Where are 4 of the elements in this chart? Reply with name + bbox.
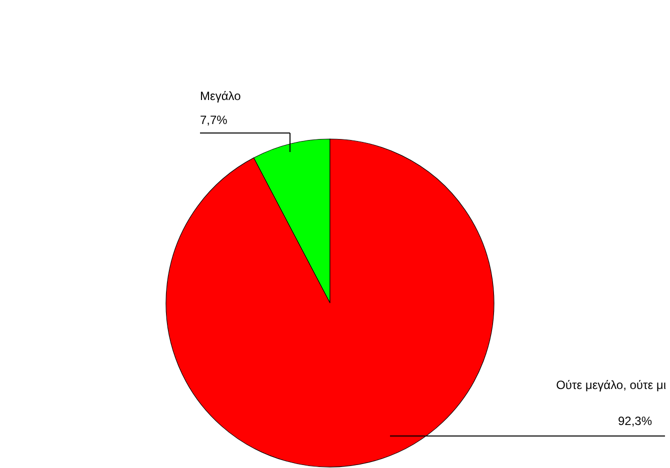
- data-label: 92,3%: [618, 414, 652, 428]
- slice-label: Ούτε μεγάλο, ούτε μι: [556, 378, 666, 392]
- data-label: 7,7%: [200, 113, 228, 127]
- slice-label: Μεγάλο: [200, 89, 242, 103]
